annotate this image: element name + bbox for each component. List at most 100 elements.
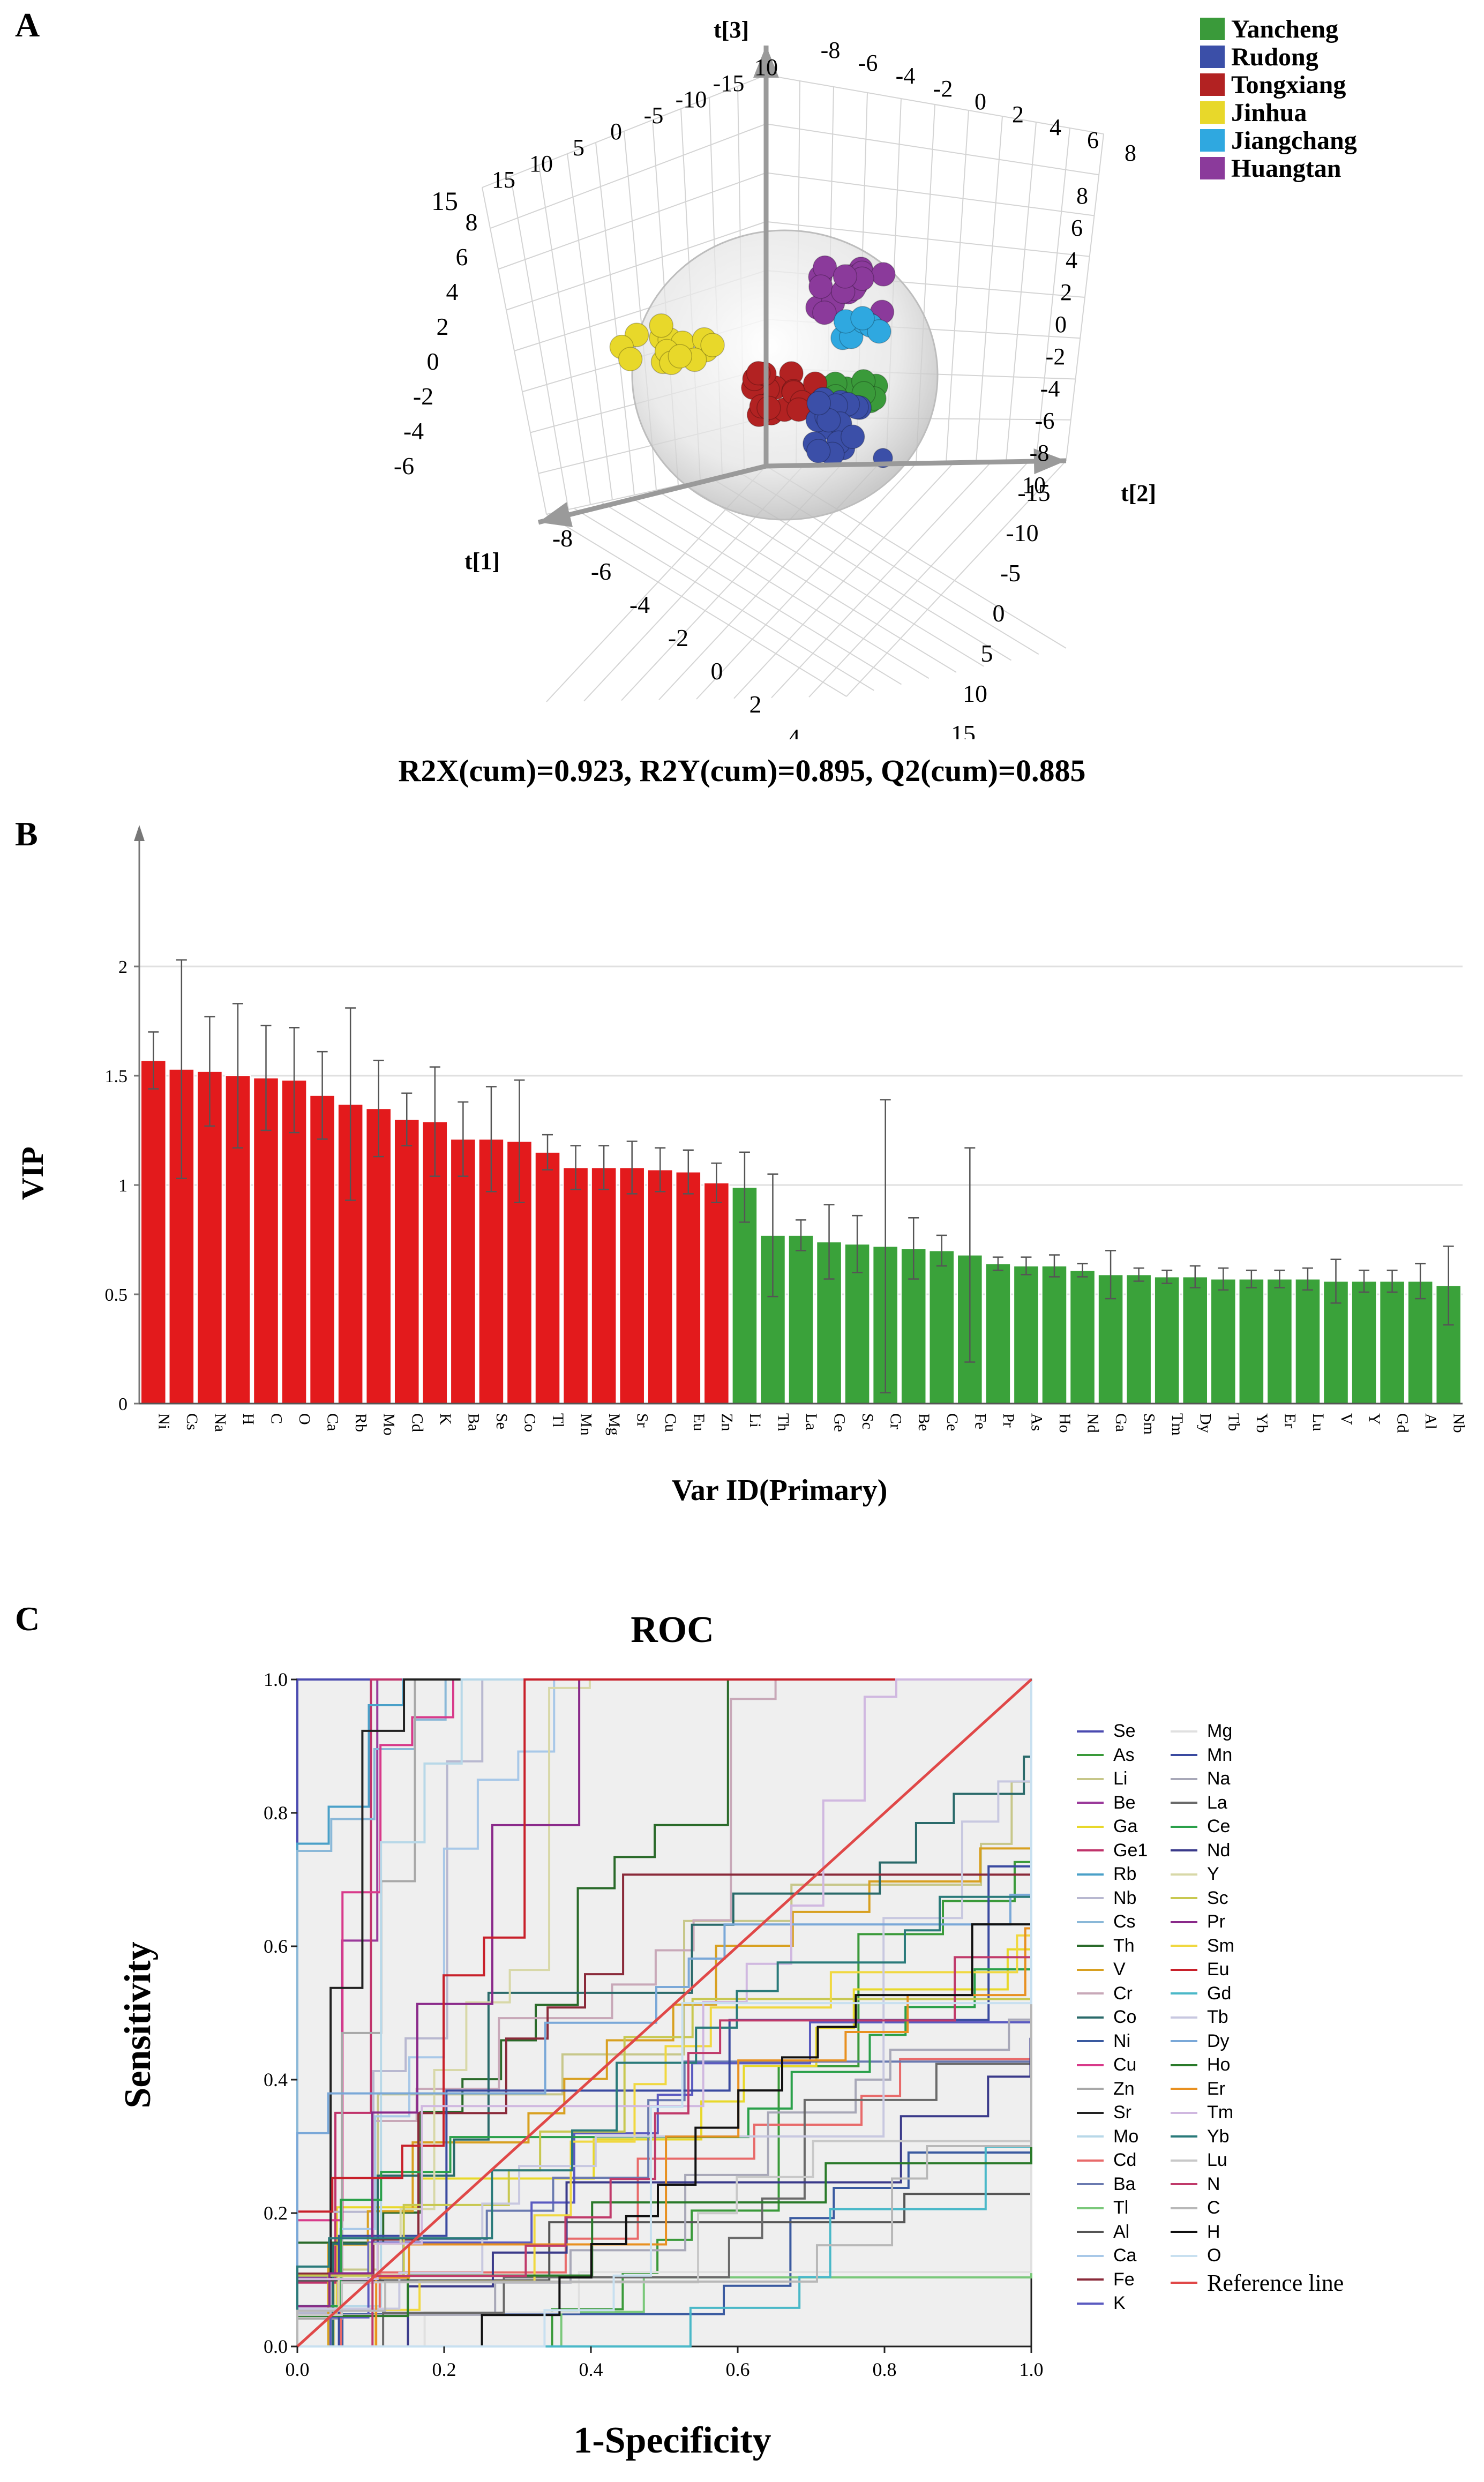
vip-category-label: Cr [887,1413,905,1429]
vip-bar-Pr [985,1263,1011,1404]
roc-legend-item: Co [1077,2007,1136,2028]
vip-bar-Gd [1379,1280,1405,1405]
roc-legend-item: La [1171,1793,1227,1813]
legend-label: Mo [1113,2126,1139,2147]
tick-t3-right: -6 [1035,408,1055,434]
roc-legend-item: Cu [1077,2054,1136,2075]
roc-legend-item: O [1171,2245,1221,2266]
vip-category-label: As [1028,1413,1045,1431]
legend-swatch [1200,129,1225,152]
roc-curve-fe [296,1679,1032,2346]
vip-bar-La [788,1234,814,1405]
score-point-huangtan [812,300,837,325]
tick-t1: -6 [591,558,611,585]
tick-t3: 4 [446,278,459,305]
vip-bar-Er [1266,1278,1293,1404]
vip-category-label: Mn [578,1413,595,1436]
vip-category-label: Al [1422,1413,1440,1429]
tick-t2-back: 6 [1087,127,1099,153]
roc-legend-item: Ce [1171,1816,1230,1837]
grid-line [683,483,984,667]
roc-curve-dy [296,1679,1032,2346]
legend-label: Ce [1207,1816,1231,1836]
vip-bar-Sr [619,1167,645,1404]
legend-label: Be [1113,1792,1136,1813]
axis-t1 [537,463,767,525]
vip-bar-chart: 0 0.5 1 1.5 2 Ni Cs Na H C O Ca Rb Mo Cd K Ba Se Co Tl Mn Mg… [15,825,1468,1507]
tick-t1: -4 [629,591,650,618]
roc-y-axis-label: Sensitivity [117,1941,159,2108]
roc-curve-ce [296,1679,1032,2346]
roc-legend-item: Yb [1171,2126,1230,2147]
vip-category-label: Na [211,1413,229,1432]
legend-label: Jinhua [1231,98,1307,127]
tick-t2-back: 4 [1050,114,1061,140]
roc-curve-c [296,1679,1032,2346]
tick-t3-right: -4 [1040,376,1060,402]
roc-curve-eu [296,1678,1031,2346]
vip-category-label: Co [521,1413,538,1432]
roc-legend-item: Be [1077,1793,1136,1813]
legend-label: Yancheng [1231,14,1339,43]
legend-line [1077,2278,1104,2281]
roc-legend-item: Ni [1077,2031,1130,2052]
legend-line [1171,2282,1197,2284]
grid-line [506,221,767,311]
panel-label-b: B [15,815,38,853]
tick-t1-back: -5 [644,102,664,129]
legend-label: Cr [1113,1983,1133,2004]
vip-bar-Cu [647,1169,673,1404]
score-point-rudong [840,424,865,449]
vip-category-label: Ca [324,1413,342,1431]
vip-category-label: Er [1281,1413,1299,1428]
legend-label: Y [1207,1864,1219,1884]
roc-legend-item: Gd [1171,1983,1231,2004]
legend-label: As [1113,1744,1135,1765]
vip-bar-Sm [1126,1274,1152,1405]
legend-line [1171,2040,1197,2042]
legend-label: H [1207,2221,1220,2242]
legend-line [1171,2207,1197,2209]
score-point-jiangchang [850,306,875,331]
tick-t3-right: 10 [1022,472,1046,498]
tick-t3-right: 0 [1055,311,1067,338]
roc-legend-item: N [1171,2174,1220,2195]
vip-category-label: Ho [1056,1413,1074,1433]
vip-bar-Ba [450,1138,476,1404]
roc-curve-co [297,1679,1032,2348]
score-point-jinhua [618,347,643,372]
legend-line [1171,2231,1197,2233]
vip-category-label: Tl [549,1413,567,1428]
vip-y-tick: 1.5 [105,1067,128,1086]
tick-t3: 6 [456,243,468,271]
tick-t1: 2 [750,691,762,718]
roc-legend-item: Cr [1077,1983,1133,2004]
grid-line [771,461,992,699]
legend-swatch [1200,46,1225,68]
legend-line [1077,2040,1104,2042]
legend-line [1077,1945,1104,1947]
legend-line [1077,1992,1104,1994]
legend-label: Lu [1207,2150,1227,2170]
roc-y-tick: 0.2 [264,2202,288,2224]
legend-line [1077,1754,1104,1756]
tick-t2: 5 [981,640,993,667]
legend-swatch [1200,18,1225,40]
legend-item-huangtan: Huangtan [1200,154,1357,183]
tick-t1: 4 [788,724,800,739]
legend-line [1077,2302,1104,2305]
roc-legend-item: V [1077,1959,1126,1980]
roc-legend-item: K [1077,2293,1126,2314]
tick-t2-back: 8 [1125,140,1136,166]
legend-line [1077,1849,1104,1851]
score-point-rudong [806,439,831,463]
legend-line [1077,2254,1104,2257]
legend-item-yancheng: Yancheng [1200,15,1357,43]
legend-item-jinhua: Jinhua [1200,98,1357,127]
legend-line [1077,2088,1104,2090]
vip-y-tick: 1 [118,1176,128,1196]
roc-x-tick: 0.4 [579,2359,603,2380]
roc-legend-item: Mg [1171,1721,1232,1742]
axis-t1-head [538,502,573,527]
roc-reference-line [296,1678,1032,2348]
